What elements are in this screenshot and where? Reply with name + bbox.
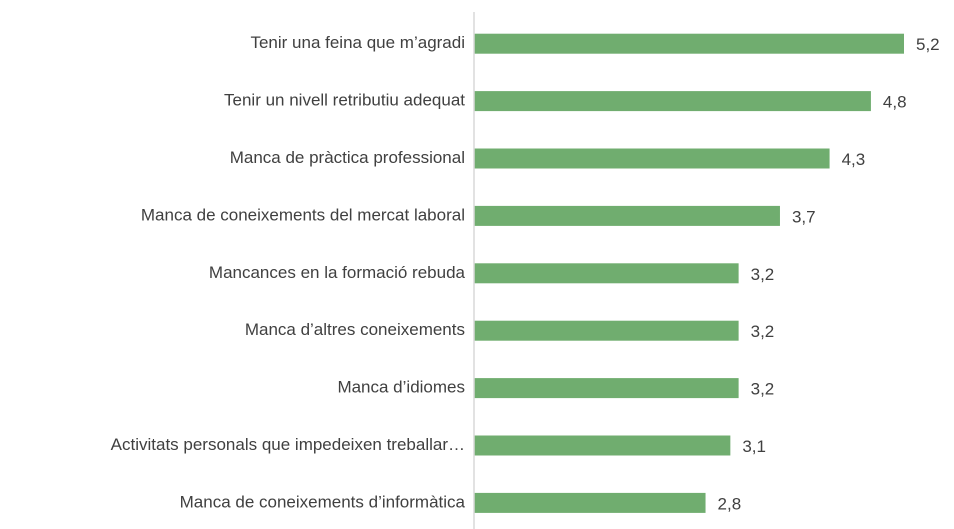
y-tick-label: Mancances en la formació rebuda bbox=[209, 263, 466, 282]
data-label: 5,2 bbox=[916, 35, 940, 54]
y-tick-label: Manca de pràctica professional bbox=[230, 148, 465, 167]
bar bbox=[474, 205, 780, 226]
bar bbox=[474, 263, 739, 284]
y-tick-label: Tenir un nivell retributiu adequat bbox=[224, 91, 465, 110]
data-label: 3,2 bbox=[751, 265, 775, 284]
data-label: 2,8 bbox=[718, 494, 742, 513]
bar bbox=[474, 378, 739, 399]
bar bbox=[474, 320, 739, 341]
bar bbox=[474, 91, 871, 112]
data-label: 4,3 bbox=[842, 150, 866, 169]
data-label: 3,1 bbox=[742, 437, 766, 456]
data-label: 3,2 bbox=[751, 322, 775, 341]
data-label: 3,7 bbox=[792, 207, 816, 226]
y-tick-label: Activitats personals que impedeixen treb… bbox=[111, 435, 465, 454]
y-tick-label: Manca d’idiomes bbox=[337, 378, 465, 397]
data-label: 4,8 bbox=[883, 93, 907, 112]
bar bbox=[474, 492, 706, 513]
y-tick-label: Manca de coneixements d’informàtica bbox=[180, 492, 466, 511]
bar bbox=[474, 33, 904, 54]
y-tick-label: Tenir una feina que m’agradi bbox=[250, 33, 465, 52]
y-tick-label: Manca de coneixements del mercat laboral bbox=[141, 205, 465, 224]
bar bbox=[474, 435, 731, 456]
bar bbox=[474, 148, 830, 169]
data-label: 3,2 bbox=[751, 380, 775, 399]
y-tick-label: Manca d’altres coneixements bbox=[245, 320, 465, 339]
